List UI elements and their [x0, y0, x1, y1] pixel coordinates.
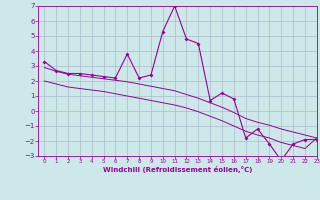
- X-axis label: Windchill (Refroidissement éolien,°C): Windchill (Refroidissement éolien,°C): [103, 166, 252, 173]
